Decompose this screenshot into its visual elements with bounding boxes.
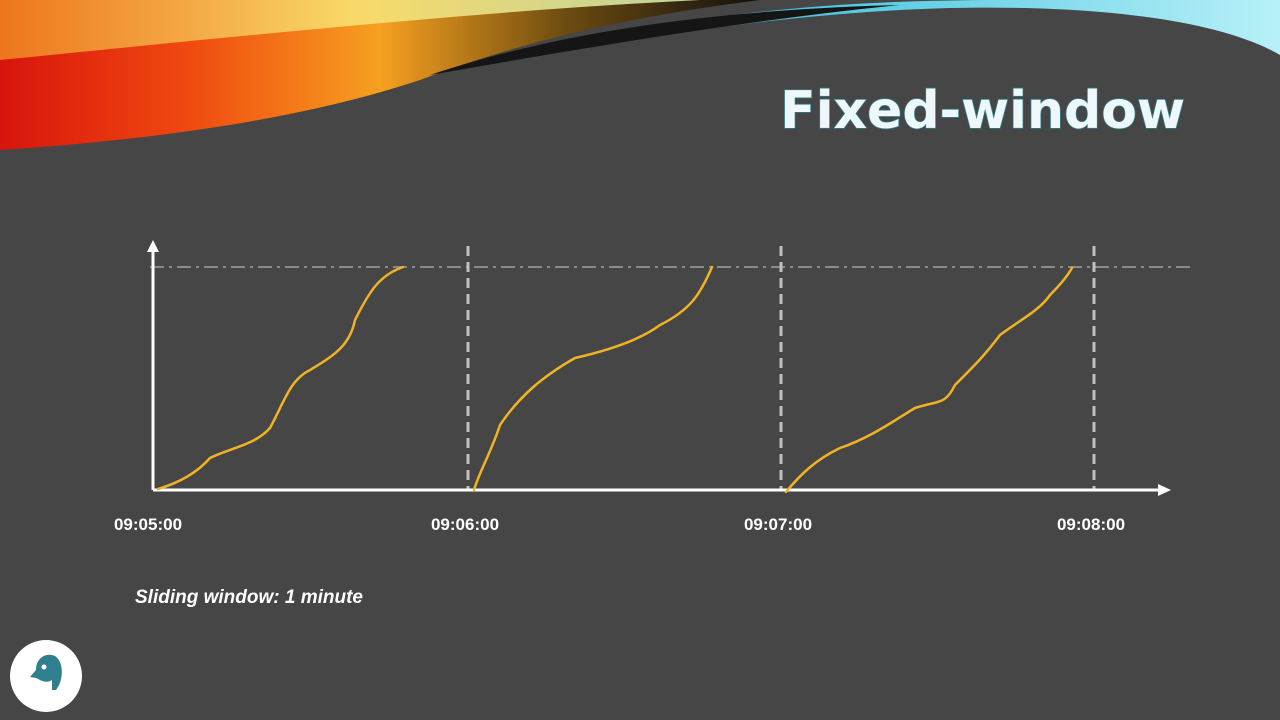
request-curve bbox=[784, 266, 1074, 494]
y-axis-arrow bbox=[147, 240, 159, 252]
x-axis-arrow bbox=[1158, 484, 1171, 496]
swoosh-light bbox=[0, 0, 700, 60]
request-curve bbox=[156, 265, 405, 491]
logo-mark bbox=[30, 654, 62, 690]
x-tick-label: 09:06:00 bbox=[431, 515, 499, 534]
x-tick-label: 09:07:00 bbox=[744, 515, 812, 534]
x-tick-label: 09:05:00 bbox=[114, 515, 182, 534]
caption: Sliding window: 1 minute bbox=[135, 587, 363, 608]
request-curve bbox=[472, 265, 714, 492]
slide-title: Fixed-window bbox=[780, 81, 1185, 141]
x-tick-label: 09:08:00 bbox=[1057, 515, 1125, 534]
logo-eye bbox=[41, 664, 47, 670]
